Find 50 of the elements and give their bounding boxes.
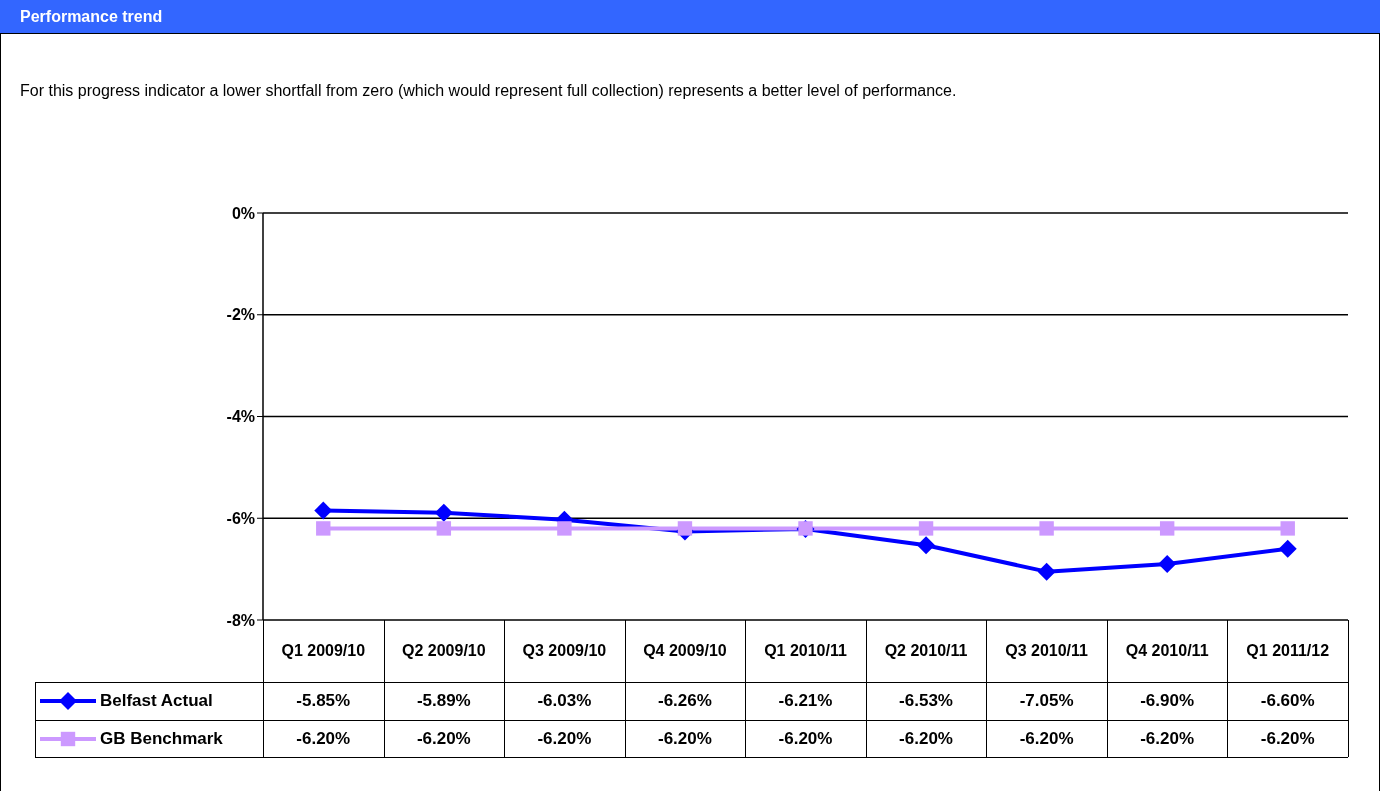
point bbox=[1159, 521, 1175, 536]
data-label: -6.20% bbox=[1259, 728, 1316, 749]
point bbox=[436, 521, 452, 536]
point bbox=[1039, 521, 1054, 536]
x-tick-label: Q2 2010/11 bbox=[884, 642, 968, 659]
point bbox=[557, 521, 572, 536]
legend-label: Belfast Actual bbox=[100, 691, 213, 711]
data-label: -6.20% bbox=[898, 728, 954, 749]
data-label: -6.20% bbox=[415, 728, 472, 749]
point bbox=[1037, 562, 1056, 581]
x-tick-label: Q1 2010/11 bbox=[764, 642, 847, 659]
data-label: -6.20% bbox=[295, 728, 352, 749]
data-label: -6.60% bbox=[1259, 691, 1316, 711]
data-label: -7.05% bbox=[1018, 691, 1075, 711]
point bbox=[1280, 521, 1295, 536]
y-tick-label: -8% bbox=[226, 611, 255, 629]
data-label: -6.20% bbox=[1018, 728, 1075, 749]
data-label: -6.20% bbox=[657, 728, 713, 749]
y-tick-label: -4% bbox=[226, 408, 255, 426]
data-label: -6.53% bbox=[898, 691, 954, 711]
chart-subtitle: For this progress indicator a lower shortfall from zero (which would represent full collection) represents a better level of performance. bbox=[20, 81, 958, 101]
y-tick-label: 0% bbox=[231, 204, 255, 222]
data-label: -6.03% bbox=[536, 691, 593, 711]
point bbox=[677, 521, 693, 536]
x-tick-label: Q2 2009/10 bbox=[402, 642, 486, 659]
x-tick-label: Q3 2009/10 bbox=[522, 642, 607, 659]
legend-label: GB Benchmark bbox=[100, 728, 223, 749]
point bbox=[316, 521, 331, 536]
x-tick-label: Q4 2009/10 bbox=[643, 642, 727, 659]
point bbox=[917, 536, 936, 555]
data-label: -6.21% bbox=[777, 691, 834, 711]
point bbox=[1158, 555, 1177, 574]
data-label: -6.20% bbox=[777, 728, 834, 749]
y-tick-label: -6% bbox=[226, 509, 255, 527]
y-tick-label: -2% bbox=[226, 306, 255, 324]
data-label: -5.89% bbox=[415, 691, 472, 711]
x-tick-label: Q4 2010/11 bbox=[1125, 642, 1209, 659]
data-label: -6.26% bbox=[657, 691, 713, 711]
data-label: -6.20% bbox=[1139, 728, 1196, 749]
data-label: -6.20% bbox=[536, 728, 593, 749]
x-tick-label: Q1 2009/10 bbox=[281, 642, 366, 659]
point bbox=[434, 503, 453, 522]
point bbox=[1278, 539, 1297, 558]
point bbox=[918, 521, 934, 536]
point bbox=[314, 501, 333, 520]
x-tick-label: Q1 2011/12 bbox=[1246, 642, 1330, 659]
x-tick-label: Q3 2010/11 bbox=[1005, 642, 1089, 659]
text: Performance trend bbox=[20, 8, 163, 26]
data-label: -5.85% bbox=[295, 691, 352, 711]
data-label: -6.90% bbox=[1139, 691, 1196, 711]
